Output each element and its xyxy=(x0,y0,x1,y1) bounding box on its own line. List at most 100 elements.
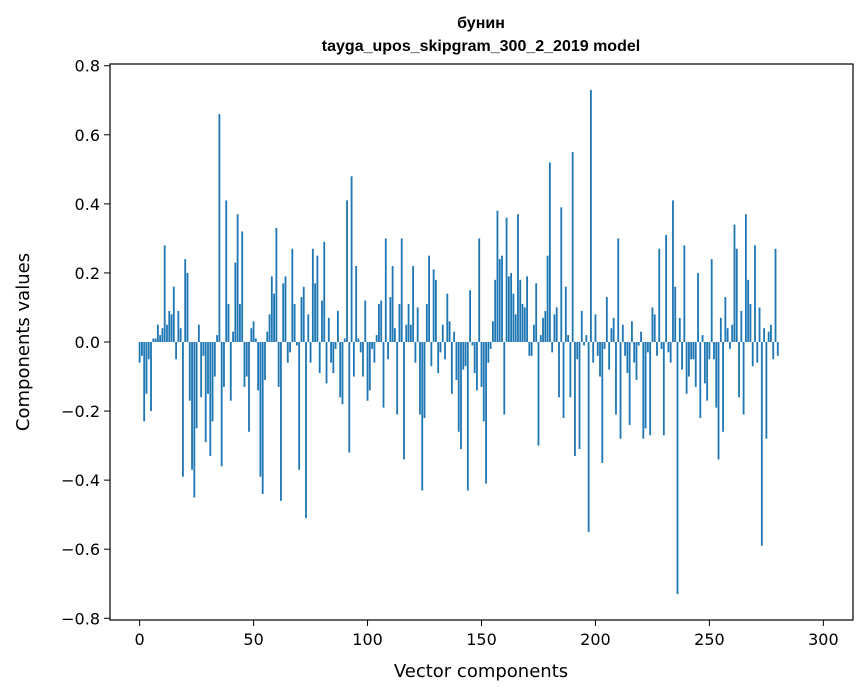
bar-88 xyxy=(339,342,342,398)
bar-200 xyxy=(594,314,597,342)
bar-270 xyxy=(754,245,756,342)
bar-31 xyxy=(209,342,212,456)
bar-226 xyxy=(653,314,656,342)
bar-113 xyxy=(396,342,399,415)
bar-68 xyxy=(293,304,296,342)
bar-122 xyxy=(416,307,419,342)
bar-227 xyxy=(656,342,658,356)
bar-7 xyxy=(154,338,157,342)
bar-204 xyxy=(603,342,606,349)
bar-34 xyxy=(216,335,219,342)
bar-14 xyxy=(170,314,173,342)
bar-84 xyxy=(330,342,332,363)
bar-127 xyxy=(428,255,430,342)
y-tick-label: 0.6 xyxy=(75,126,100,145)
bar-115 xyxy=(400,238,403,342)
bar-253 xyxy=(715,342,718,408)
bar-169 xyxy=(523,307,526,342)
bar-278 xyxy=(772,342,775,360)
bar-217 xyxy=(633,342,636,363)
bar-240 xyxy=(685,342,688,394)
bar-21 xyxy=(186,272,189,342)
bar-121 xyxy=(414,342,417,363)
bar-170 xyxy=(526,276,528,342)
bar-1 xyxy=(141,342,143,356)
bar-85 xyxy=(332,342,335,374)
bar-190 xyxy=(571,152,574,342)
bar-39 xyxy=(227,304,230,342)
bar-74 xyxy=(307,314,310,342)
bar-126 xyxy=(425,304,428,342)
bar-16 xyxy=(175,342,177,360)
y-tick-label: 0.2 xyxy=(75,264,100,283)
bar-69 xyxy=(295,342,298,346)
bar-249 xyxy=(706,342,709,401)
bar-13 xyxy=(168,310,171,342)
bar-186 xyxy=(562,342,565,418)
bar-24 xyxy=(193,342,196,498)
bar-17 xyxy=(177,310,180,342)
bar-52 xyxy=(257,342,260,391)
bar-255 xyxy=(719,317,722,342)
bar-12 xyxy=(166,324,168,342)
bar-2 xyxy=(143,342,146,422)
bar-117 xyxy=(405,324,408,342)
bar-32 xyxy=(211,342,214,422)
bar-154 xyxy=(489,342,492,349)
bar-233 xyxy=(669,342,672,363)
bar-109 xyxy=(387,342,389,360)
bar-112 xyxy=(393,328,396,342)
bar-83 xyxy=(327,317,330,342)
bar-247 xyxy=(701,335,704,342)
bar-11 xyxy=(163,245,166,342)
bar-82 xyxy=(325,342,328,384)
bar-258 xyxy=(726,328,729,342)
bar-22 xyxy=(188,342,191,401)
bar-20 xyxy=(184,259,187,342)
bar-244 xyxy=(694,342,697,387)
bar-108 xyxy=(384,238,387,342)
bar-180 xyxy=(548,162,551,342)
bar-18 xyxy=(179,328,182,342)
bar-146 xyxy=(471,342,474,346)
y-tick-label: −0.8 xyxy=(61,609,100,628)
bar-118 xyxy=(407,304,410,342)
bar-57 xyxy=(268,314,271,342)
bar-229 xyxy=(660,342,663,349)
bar-101 xyxy=(368,342,371,391)
bar-96 xyxy=(357,338,360,342)
bar-62 xyxy=(280,342,282,501)
bar-58 xyxy=(270,276,273,342)
bar-213 xyxy=(624,342,626,356)
bar-243 xyxy=(692,342,695,360)
bar-42 xyxy=(234,262,237,342)
bar-120 xyxy=(412,266,415,342)
bar-48 xyxy=(248,342,250,432)
bar-266 xyxy=(744,214,747,342)
bar-188 xyxy=(567,335,570,342)
bar-265 xyxy=(742,342,745,415)
x-tick-label: 50 xyxy=(243,630,263,649)
bar-142 xyxy=(462,342,465,370)
bar-81 xyxy=(323,241,326,342)
bar-205 xyxy=(605,297,608,342)
bar-6 xyxy=(152,338,155,342)
bar-268 xyxy=(749,304,752,342)
bar-136 xyxy=(448,321,451,342)
bar-37 xyxy=(223,342,225,387)
bar-182 xyxy=(553,314,556,342)
y-tick-label: −0.6 xyxy=(61,540,100,559)
bar-280 xyxy=(776,342,779,356)
bar-93 xyxy=(350,176,353,342)
bar-131 xyxy=(437,342,440,374)
bar-133 xyxy=(441,324,444,342)
bar-55 xyxy=(264,342,266,380)
bar-30 xyxy=(207,342,209,394)
y-axis-ticks: −0.8 −0.6 −0.4 −0.2 0.0 0.2 0.4 0.6 0.8 xyxy=(61,57,110,628)
bar-231 xyxy=(665,234,668,342)
bar-106 xyxy=(380,300,383,342)
bar-156 xyxy=(494,279,497,342)
chart-title: бунин xyxy=(457,15,505,32)
bar-251 xyxy=(710,259,713,342)
x-tick-label: 200 xyxy=(580,630,611,649)
